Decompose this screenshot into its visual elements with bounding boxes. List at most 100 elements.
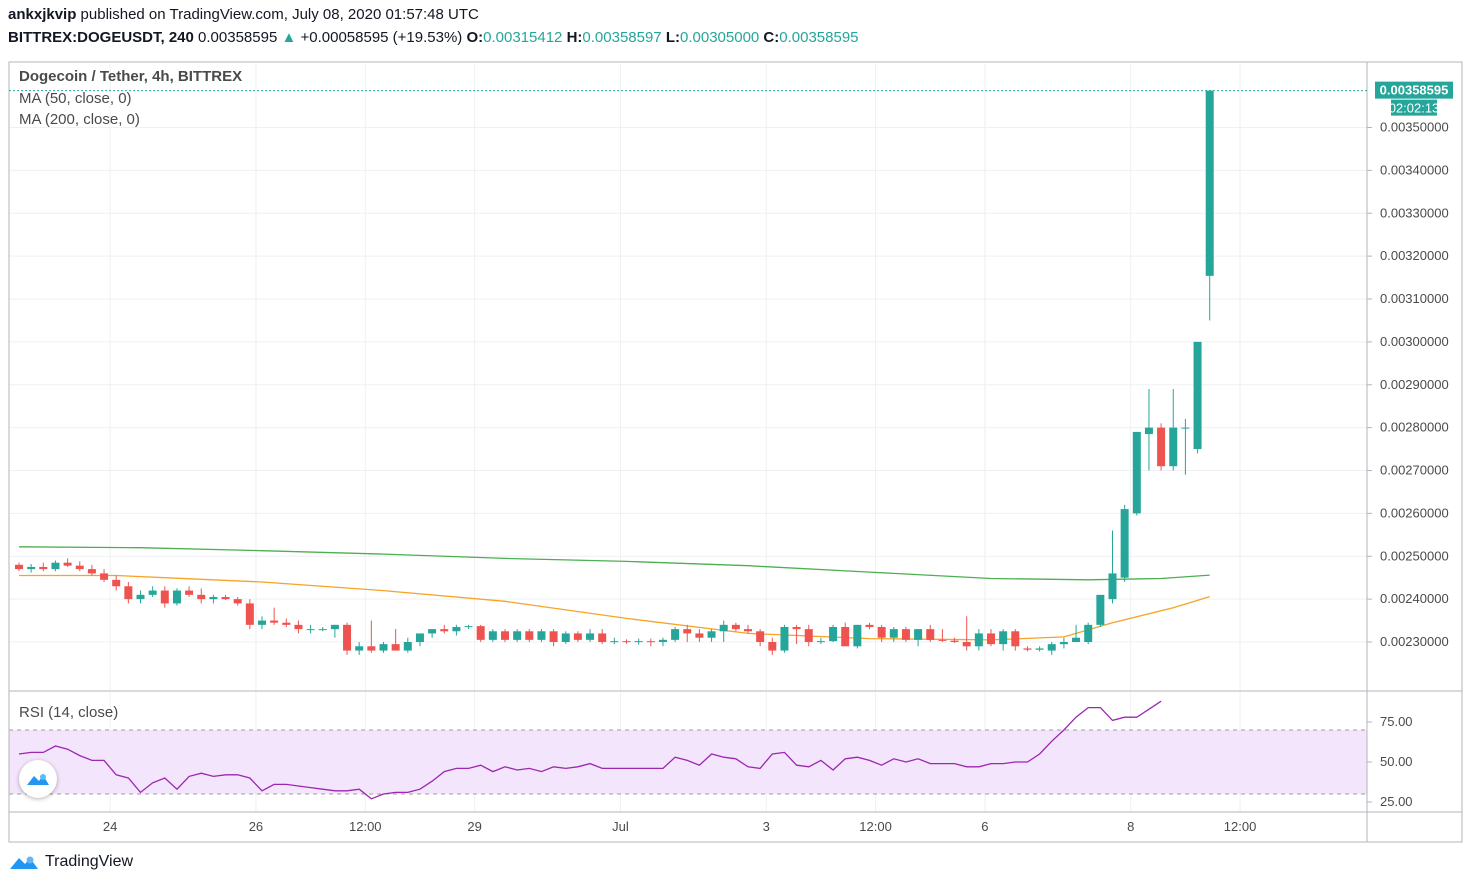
candle-body-21 (270, 620, 279, 623)
candle-body-48 (598, 633, 607, 642)
chart-title: Dogecoin / Tether, 4h, BITTREX (19, 68, 243, 85)
candle-22 (282, 618, 291, 627)
candle-50 (622, 639, 631, 644)
candle-78 (962, 616, 971, 651)
candle-81 (999, 629, 1008, 651)
candle-62 (768, 637, 777, 655)
candle-body-60 (744, 629, 752, 632)
candle-53 (658, 637, 667, 647)
candle-body-26 (330, 624, 339, 630)
candle-44 (549, 629, 558, 647)
candle-35 (440, 624, 449, 634)
candle-3 (51, 560, 60, 572)
candle-body-5 (75, 565, 84, 570)
candle-63 (780, 624, 789, 653)
candle-16 (209, 594, 218, 604)
candle-5 (75, 561, 84, 572)
candle-body-28 (355, 646, 364, 651)
time-axis: 24 26 12:00 29 Jul 3 12:00 6 8 12:00 (103, 819, 1256, 834)
candle-body-93 (1144, 427, 1153, 435)
candle-body-59 (731, 624, 740, 630)
candle-body-20 (258, 620, 266, 625)
candle-68 (841, 622, 850, 647)
time-tick-label-6: 12:00 (859, 819, 892, 834)
candle-28 (355, 642, 364, 655)
close-label: C: (763, 29, 780, 46)
candle-body-86 (1059, 642, 1068, 645)
candle-body-76 (938, 639, 947, 641)
rsi-band (9, 729, 1367, 795)
candle-body-37 (464, 626, 473, 628)
ma200-legend[interactable]: MA (200, close, 0) (19, 111, 140, 128)
candle-body-10 (136, 594, 145, 600)
candle-14 (185, 586, 194, 597)
candle-body-50 (622, 641, 631, 643)
candles (15, 90, 1214, 655)
candle-body-78 (962, 642, 971, 647)
candle-body-54 (671, 629, 680, 640)
candle-body-77 (950, 640, 959, 642)
candle-30 (379, 642, 388, 653)
candle-body-98 (1205, 90, 1214, 276)
candle-56 (695, 629, 704, 642)
candle-61 (756, 629, 765, 647)
candle-body-67 (829, 626, 838, 642)
ma200-path (18, 546, 1210, 581)
price-tick-label-3: 0.00260000 (1380, 505, 1449, 520)
ma50-legend[interactable]: MA (50, close, 0) (19, 90, 132, 107)
countdown-box (1391, 99, 1437, 116)
tradingview-logo[interactable]: TradingView (9, 853, 133, 871)
candle-body-18 (233, 599, 242, 604)
candle-38 (476, 624, 485, 642)
candle-body-87 (1072, 637, 1081, 642)
candle-98 (1205, 90, 1214, 321)
candle-83 (1023, 646, 1032, 652)
candle-66 (816, 637, 825, 645)
candle-24 (306, 624, 315, 634)
low-label: L: (665, 29, 680, 46)
candle-65 (804, 624, 813, 647)
candle-4 (63, 558, 72, 567)
candle-body-53 (658, 639, 667, 642)
candle-23 (294, 620, 303, 634)
candle-73 (901, 626, 910, 642)
candle-body-68 (841, 626, 850, 647)
chart-frames (8, 61, 1463, 843)
candle-body-12 (160, 590, 169, 604)
candle-86 (1059, 637, 1068, 649)
open-value: 0.00315412 (483, 29, 563, 46)
candle-body-88 (1084, 624, 1093, 642)
candle-body-95 (1169, 427, 1178, 467)
candle-52 (646, 638, 655, 647)
candle-58 (719, 620, 728, 642)
candle-body-16 (209, 596, 218, 600)
candle-body-94 (1157, 427, 1166, 467)
candle-body-33 (415, 633, 424, 642)
candle-body-36 (452, 626, 461, 632)
candle-body-58 (719, 624, 728, 632)
candle-body-42 (525, 631, 534, 640)
candle-body-11 (148, 590, 157, 595)
rsi-band-fill (9, 730, 1367, 794)
candle-body-71 (877, 626, 886, 638)
candle-48 (598, 629, 607, 645)
candle-40 (501, 629, 509, 642)
candle-body-39 (488, 631, 497, 640)
candle-body-29 (367, 646, 376, 651)
candle-96 (1181, 419, 1190, 475)
candle-11 (148, 586, 157, 597)
rsi-path (18, 700, 1162, 800)
candle-6 (87, 564, 96, 576)
candle-body-72 (889, 629, 898, 638)
price-tick-label-0: 0.00230000 (1380, 634, 1449, 649)
candle-body-74 (914, 629, 923, 640)
open-label: O: (466, 29, 484, 46)
candle-37 (464, 624, 473, 630)
rsi-legend[interactable]: RSI (14, close) (19, 704, 119, 721)
candle-93 (1144, 389, 1153, 471)
rsi-tick-label-2: 75.00 (1380, 714, 1413, 729)
tradingview-badge-icon[interactable] (19, 760, 57, 798)
author-name: ankxjkvip (8, 6, 77, 23)
candle-body-56 (695, 633, 704, 638)
